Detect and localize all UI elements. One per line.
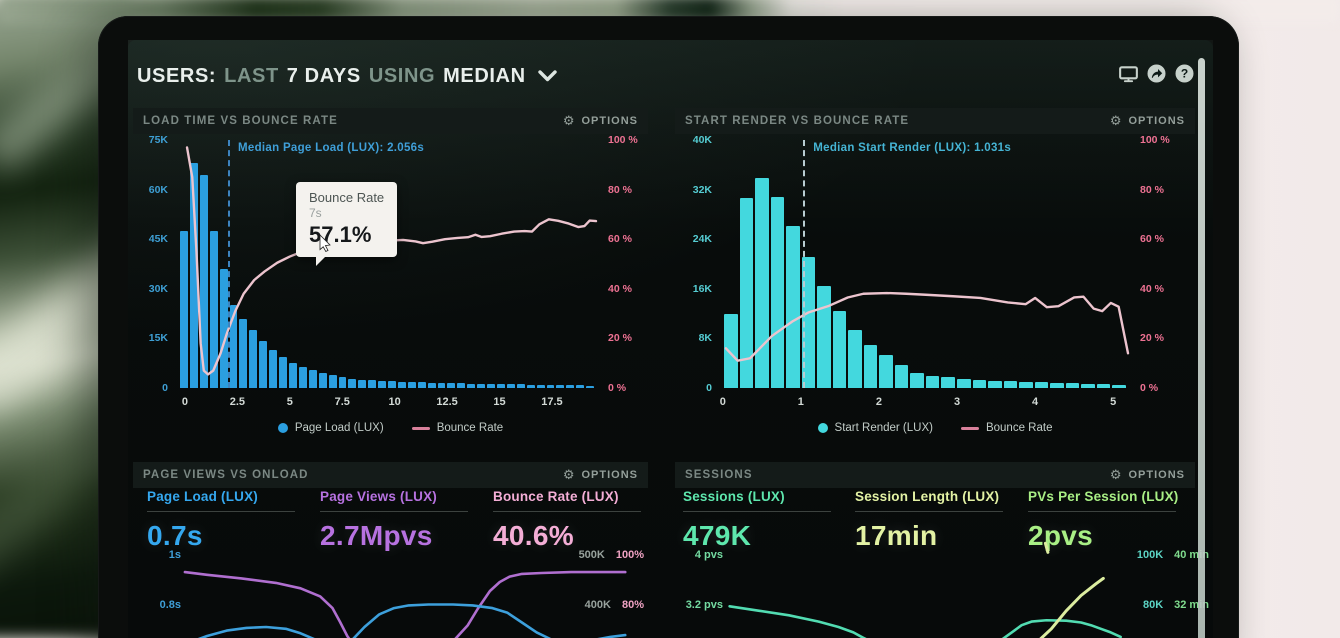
stat-session-length: Session Length (LUX) 17min [855, 489, 1003, 552]
header-users: USERS: [137, 64, 217, 87]
sessions-mini-chart [690, 546, 1185, 636]
legend: Page Load (LUX) Bounce Rate [133, 422, 648, 434]
stat-bounce-rate: Bounce Rate (LUX) 40.6% [493, 489, 641, 552]
options-button[interactable]: ⚙ OPTIONS [1110, 469, 1185, 482]
header-using: USING [368, 64, 436, 87]
stat-label: Session Length (LUX) [855, 489, 1000, 504]
stat-rule [855, 511, 1003, 512]
gear-icon: ⚙ [562, 113, 576, 129]
panel-title: SESSIONS [685, 469, 753, 481]
stat-page-views: Page Views (LUX) 2.7Mpvs [320, 489, 468, 552]
stat-value: 17min [855, 520, 938, 551]
panel-page-views: PAGE VIEWS VS ONLOAD ⚙ OPTIONS Page Load… [133, 462, 648, 638]
panel-sessions: SESSIONS ⚙ OPTIONS Sessions (LUX) 479K S… [675, 462, 1209, 638]
start-render-chart: Start Render (LUX) Bounce Rate 40K 32K 24K… [675, 134, 1195, 455]
help-icon[interactable]: ? [1175, 64, 1194, 88]
load-time-chart: Bounce Rate 7s 57.1% Page Load (LUX) Bou… [133, 134, 648, 455]
panel-load-time: LOAD TIME VS BOUNCE RATE ⚙ OPTIONS Bounc… [133, 108, 648, 455]
chevron-down-icon [537, 70, 557, 82]
stat-label: Page Load (LUX) [147, 489, 259, 504]
panel-title: LOAD TIME VS BOUNCE RATE [143, 115, 338, 127]
stat-value: 2.7Mpvs [320, 520, 433, 551]
stat-value: 2pvs [1028, 520, 1094, 551]
legend-item: Bounce Rate [960, 422, 1053, 434]
options-button[interactable]: ⚙ OPTIONS [1110, 115, 1185, 128]
stat-label: PVs Per Session (LUX) [1028, 489, 1179, 504]
legend-label: Bounce Rate [436, 422, 504, 434]
stat-value: 0.7s [147, 520, 203, 551]
page-views-mini-chart [148, 546, 640, 636]
panel-start-render: START RENDER VS BOUNCE RATE ⚙ OPTIONS St… [675, 108, 1195, 455]
y-axis-label-right: 500K 100% [578, 549, 644, 561]
legend-line-swatch [960, 426, 979, 430]
tooltip: Bounce Rate 7s 57.1% [296, 182, 398, 266]
options-label: OPTIONS [581, 469, 638, 481]
legend-label: Page Load (LUX) [294, 422, 384, 434]
y-axis-label: 1s [168, 549, 181, 561]
options-button[interactable]: ⚙ OPTIONS [563, 469, 638, 482]
legend-item: Page Load (LUX) [277, 422, 384, 434]
screen [128, 40, 1213, 638]
stat-rule [147, 511, 295, 512]
header-7days: 7 DAYS [286, 64, 361, 87]
cursor-icon [319, 235, 331, 252]
legend-dot-swatch [277, 423, 288, 433]
legend: Start Render (LUX) Bounce Rate [675, 422, 1195, 434]
stat-label: Sessions (LUX) [683, 489, 785, 504]
stat-value: 479K [683, 520, 752, 551]
stat-rule [493, 511, 641, 512]
panel-start-render-header: START RENDER VS BOUNCE RATE ⚙ OPTIONS [675, 108, 1195, 134]
stat-pvs-per-session: PVs Per Session (LUX) 2pvs [1028, 489, 1179, 552]
monitor-icon[interactable] [1119, 65, 1138, 88]
scrollbar[interactable] [1198, 58, 1205, 638]
stat-rule [683, 511, 831, 512]
users-range-dropdown[interactable]: USERS: LAST 7 DAYS USING MEDIAN [137, 65, 557, 88]
stat-rule [320, 511, 468, 512]
stat-label: Page Views (LUX) [320, 489, 437, 504]
stat-label: Bounce Rate (LUX) [493, 489, 619, 504]
y-axis-label: 4 pvs [694, 549, 723, 561]
y-axis-label-right: 400K 80% [584, 599, 644, 611]
options-label: OPTIONS [1128, 115, 1185, 127]
tooltip-title: Bounce Rate [309, 190, 385, 205]
legend-label: Bounce Rate [985, 422, 1053, 434]
panel-load-time-header: LOAD TIME VS BOUNCE RATE ⚙ OPTIONS [133, 108, 648, 134]
legend-dot-swatch [817, 423, 828, 433]
panel-title: START RENDER VS BOUNCE RATE [685, 115, 910, 127]
panel-page-views-header: PAGE VIEWS VS ONLOAD ⚙ OPTIONS [133, 462, 648, 488]
legend-item: Bounce Rate [411, 422, 504, 434]
legend-label: Start Render (LUX) [834, 422, 933, 434]
header-median: MEDIAN [443, 64, 526, 87]
dashboard-header: USERS: LAST 7 DAYS USING MEDIAN ? [137, 64, 1194, 88]
gear-icon: ⚙ [1109, 467, 1123, 483]
legend-item: Start Render (LUX) [817, 422, 933, 434]
options-button[interactable]: ⚙ OPTIONS [563, 115, 638, 128]
stat-sessions: Sessions (LUX) 479K [683, 489, 831, 552]
legend-line-swatch [411, 426, 430, 430]
stat-page-load: Page Load (LUX) 0.7s [147, 489, 295, 552]
panel-sessions-header: SESSIONS ⚙ OPTIONS [675, 462, 1195, 488]
tooltip-subtitle: 7s [309, 206, 322, 220]
options-label: OPTIONS [581, 115, 638, 127]
y-axis-label: 0.8s [159, 599, 181, 611]
gear-icon: ⚙ [1109, 113, 1123, 129]
gear-icon: ⚙ [562, 467, 576, 483]
options-label: OPTIONS [1128, 469, 1185, 481]
header-last: LAST [224, 64, 279, 87]
svg-text:?: ? [1181, 67, 1188, 81]
stat-rule [1028, 511, 1176, 512]
header-icons: ? [1119, 64, 1194, 88]
tooltip-value: 57.1% [309, 222, 372, 247]
y-axis-label: 3.2 pvs [685, 599, 723, 611]
panel-title: PAGE VIEWS VS ONLOAD [143, 469, 309, 481]
dashboard: USERS: LAST 7 DAYS USING MEDIAN ? [130, 40, 1209, 638]
share-icon[interactable] [1147, 64, 1166, 88]
stat-value: 40.6% [493, 520, 574, 551]
